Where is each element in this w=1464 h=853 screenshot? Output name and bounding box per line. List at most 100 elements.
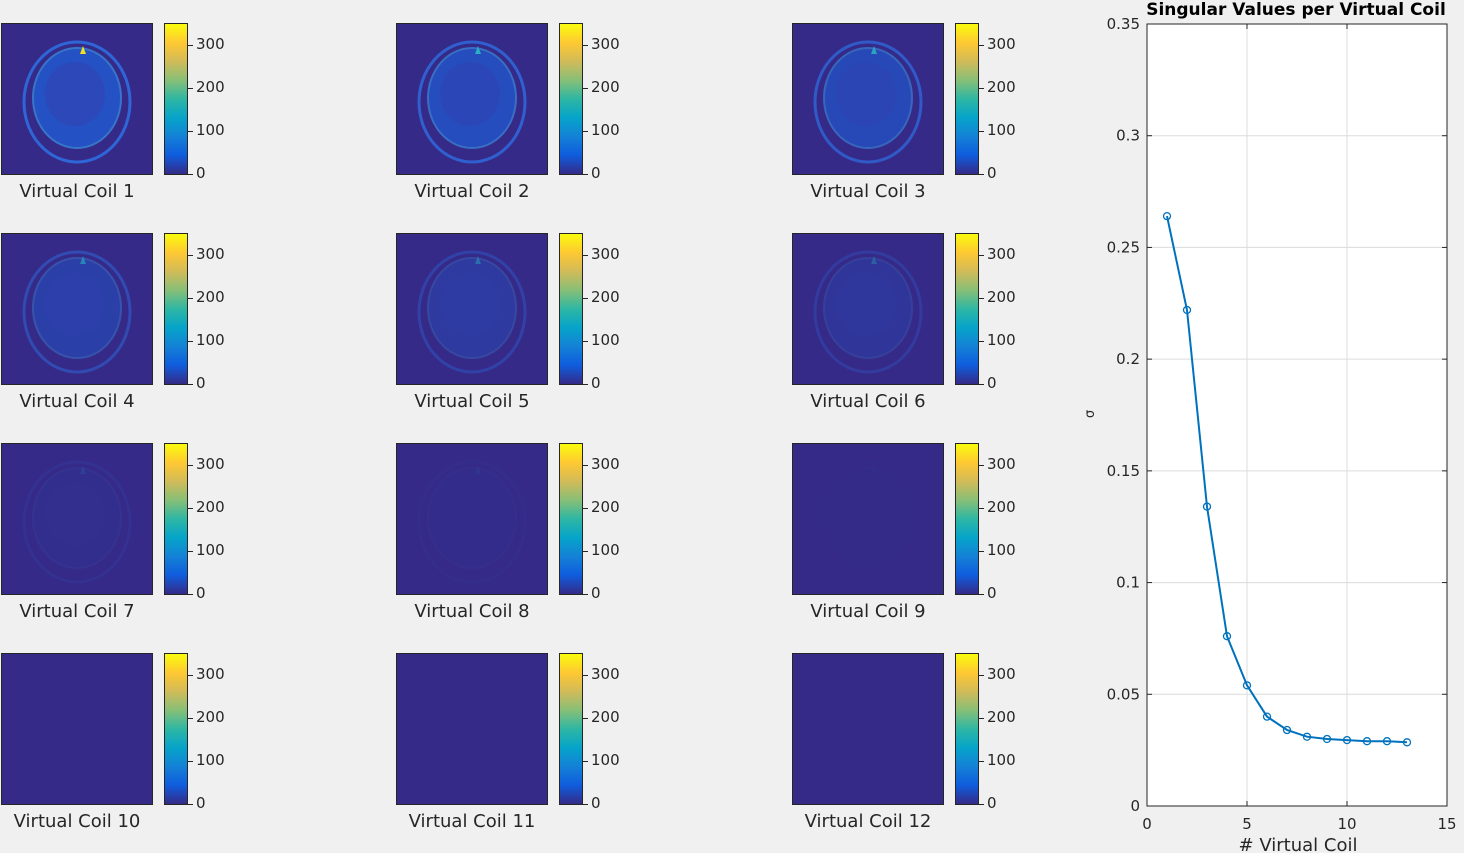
colorbar-tick-label: 300 <box>196 664 225 683</box>
colorbar-tick <box>188 87 193 89</box>
data-point <box>1342 735 1352 745</box>
colorbar-tick <box>583 44 588 46</box>
colorbar-tick-label: 0 <box>591 584 601 602</box>
y-tick-label: 0 <box>1130 797 1140 815</box>
colorbar-tick <box>583 340 588 342</box>
colorbar-tick-label: 300 <box>987 664 1016 683</box>
colorbar-tick-label: 300 <box>196 244 225 263</box>
y-tick-label: 0.1 <box>1116 574 1140 592</box>
colorbar <box>559 233 583 385</box>
colorbar-tick-label: 200 <box>987 287 1016 306</box>
colorbar-tick <box>188 507 193 509</box>
brain-slice-image <box>793 444 943 594</box>
colorbar-tick-label: 200 <box>591 77 620 96</box>
colorbar-tick-label: 300 <box>591 34 620 53</box>
colorbar-tick-label: 100 <box>987 330 1016 349</box>
coil-image <box>396 233 548 385</box>
colorbar <box>559 443 583 595</box>
x-tick-label: 10 <box>1337 815 1356 833</box>
colorbar-tick-label: 100 <box>196 330 225 349</box>
colorbar-tick-label: 300 <box>987 244 1016 263</box>
colorbar-tick-label: 300 <box>591 454 620 473</box>
plot-area <box>1147 24 1447 806</box>
coil-image <box>792 23 944 175</box>
colorbar-tick <box>583 174 588 175</box>
colorbar-tick <box>979 297 984 299</box>
brain-slice-image <box>22 40 132 164</box>
colorbar-tick <box>979 804 984 805</box>
colorbar-tick-label: 100 <box>987 750 1016 769</box>
colorbar-tick-label: 100 <box>987 120 1016 139</box>
colorbar-tick-label: 200 <box>987 77 1016 96</box>
colorbar-tick <box>583 594 588 595</box>
data-point <box>1282 725 1292 735</box>
x-tick-label: 0 <box>1142 815 1152 833</box>
data-point <box>1362 737 1372 746</box>
coil-label: Virtual Coil 7 <box>19 601 135 622</box>
colorbar-tick <box>979 760 984 762</box>
colorbar-tick <box>188 174 193 175</box>
colorbar-tick <box>583 254 588 256</box>
y-tick-label: 0.15 <box>1107 462 1140 480</box>
colorbar-tick-label: 0 <box>987 374 997 392</box>
colorbar-tick <box>188 130 193 132</box>
coil-label: Virtual Coil 2 <box>414 181 530 202</box>
colorbar-tick <box>979 594 984 595</box>
chart-title: Singular Values per Virtual Coil <box>1146 0 1446 20</box>
colorbar <box>955 23 979 175</box>
coil-image <box>1 23 153 175</box>
data-point <box>1162 211 1172 221</box>
coil-label: Virtual Coil 9 <box>810 601 926 622</box>
coil-image <box>792 653 944 805</box>
data-point <box>1182 305 1192 315</box>
coil-image <box>396 443 548 595</box>
colorbar-tick-label: 300 <box>591 664 620 683</box>
colorbar-tick-label: 300 <box>196 34 225 53</box>
colorbar-tick <box>188 254 193 256</box>
brain-slice-image <box>22 250 132 374</box>
colorbar-tick <box>583 297 588 299</box>
plot-frame <box>1146 23 1448 807</box>
coil-label: Virtual Coil 10 <box>13 811 141 832</box>
coil-image <box>1 233 153 385</box>
coil-image <box>396 23 548 175</box>
coil-image <box>396 653 548 805</box>
colorbar-tick-label: 200 <box>196 77 225 96</box>
colorbar-tick-label: 200 <box>987 707 1016 726</box>
colorbar-tick <box>583 717 588 719</box>
colorbar-tick <box>979 130 984 132</box>
coil-image <box>792 233 944 385</box>
colorbar-tick-label: 0 <box>987 584 997 602</box>
colorbar-tick-label: 200 <box>591 707 620 726</box>
colorbar-tick <box>583 550 588 552</box>
colorbar-tick <box>188 717 193 719</box>
colorbar-tick <box>979 44 984 46</box>
colorbar-tick-label: 200 <box>591 497 620 516</box>
colorbar <box>164 443 188 595</box>
brain-slice-image <box>417 250 527 374</box>
colorbar-tick-label: 100 <box>987 540 1016 559</box>
colorbar-tick <box>979 254 984 256</box>
colorbar-tick-label: 100 <box>591 540 620 559</box>
colorbar-tick <box>188 44 193 46</box>
coil-label: Virtual Coil 8 <box>414 601 530 622</box>
brain-slice-image <box>417 460 527 584</box>
coil-image <box>1 443 153 595</box>
y-axis-label: σ <box>1083 410 1098 418</box>
coil-label: Virtual Coil 12 <box>804 811 932 832</box>
coil-label: Virtual Coil 6 <box>810 391 926 412</box>
colorbar-tick <box>979 87 984 89</box>
coil-label: Virtual Coil 5 <box>414 391 530 412</box>
colorbar-tick <box>188 550 193 552</box>
colorbar-tick <box>979 717 984 719</box>
colorbar-tick-label: 200 <box>196 707 225 726</box>
colorbar-tick <box>583 384 588 385</box>
colorbar <box>164 233 188 385</box>
data-point <box>1382 737 1392 746</box>
y-tick-label: 0.2 <box>1116 350 1140 368</box>
coil-label: Virtual Coil 4 <box>19 391 135 412</box>
coil-image <box>1 653 153 805</box>
colorbar-tick-label: 0 <box>196 584 206 602</box>
colorbar-tick-label: 100 <box>196 120 225 139</box>
data-point <box>1322 734 1332 744</box>
